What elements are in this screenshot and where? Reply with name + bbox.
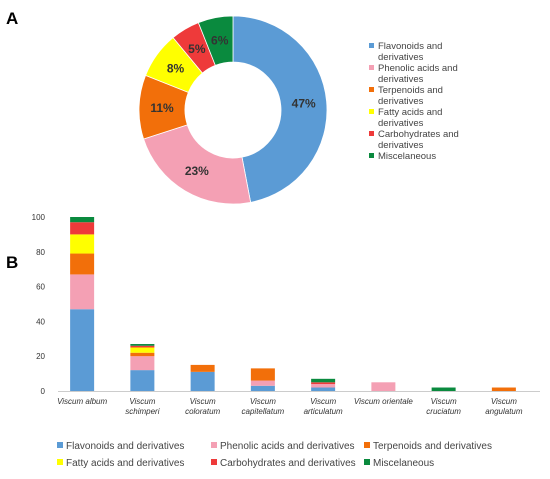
bar-segment xyxy=(311,384,336,388)
x-category-label: cruciatum xyxy=(426,407,461,416)
bar-legend-label: Miscelaneous xyxy=(373,458,434,469)
x-category-label: Viscum xyxy=(310,397,336,406)
bar-legend-label: Fatty acids and derivatives xyxy=(66,458,184,469)
bar-legend-swatch xyxy=(211,459,217,465)
bar-legend-label: Terpenoids and derivatives xyxy=(373,441,492,452)
bar-segment xyxy=(130,347,155,353)
bar-segment xyxy=(130,352,155,357)
bar-legend-swatch xyxy=(57,459,63,465)
donut-legend-label: derivatives xyxy=(378,118,424,129)
bar-legend: Flavonoids and derivatives Phenolic acids… xyxy=(57,441,492,469)
donut-legend-swatch xyxy=(369,65,374,70)
bar-legend-label: Carbohydrates and derivatives xyxy=(220,458,356,469)
y-tick-label: 40 xyxy=(36,317,45,326)
bar-legend-swatch xyxy=(211,442,217,448)
y-tick-label: 100 xyxy=(32,213,46,222)
donut-value-label: 6% xyxy=(211,33,229,47)
bar-segment xyxy=(190,371,215,391)
x-category-label: Viscum xyxy=(491,397,517,406)
donut-legend-swatch xyxy=(369,153,374,158)
panel-label-b: B xyxy=(6,253,18,272)
donut-legend-label: Phenolic acids and xyxy=(378,63,458,74)
donut-legend-label: Fatty acids and xyxy=(378,107,442,118)
panel-label-a: A xyxy=(6,9,18,28)
bar-segment xyxy=(130,356,155,371)
bar-segment xyxy=(70,309,95,391)
donut-legend-swatch xyxy=(369,109,374,114)
donut-legend-label: Flavonoids and xyxy=(378,41,442,52)
y-tick-label: 0 xyxy=(41,387,46,396)
x-category-label: Viscum album xyxy=(57,397,107,406)
donut-slice-1 xyxy=(232,15,328,203)
bar-legend-label: Flavonoids and derivatives xyxy=(66,441,184,452)
y-tick-label: 80 xyxy=(36,248,45,257)
x-category-label: Viscum xyxy=(250,397,276,406)
x-category-label: Viscum orientale xyxy=(354,397,414,406)
donut-value-label: 5% xyxy=(188,42,206,56)
bar-segment xyxy=(311,382,336,385)
donut-legend-label: Miscelaneous xyxy=(378,151,436,162)
donut-legend-label: derivatives xyxy=(378,96,424,107)
donut-slice-6 xyxy=(197,15,234,66)
x-category-label: schimperi xyxy=(125,407,159,416)
x-category-label: Viscum xyxy=(129,397,155,406)
x-category-label: articulatum xyxy=(304,407,343,416)
bar-segment xyxy=(70,234,95,254)
bar-segment xyxy=(130,345,155,348)
donut-legend-label: derivatives xyxy=(378,74,424,85)
x-category-label: capitellatum xyxy=(242,407,285,416)
donut-value-label: 23% xyxy=(185,164,209,178)
bar-legend-label: Phenolic acids and derivatives xyxy=(220,441,355,452)
bar-segment xyxy=(250,368,275,381)
donut-chart: 47% 23% 11% 8%5% 6% xyxy=(138,15,328,205)
donut-value-label: 47% xyxy=(292,96,316,110)
bar-legend-swatch xyxy=(57,442,63,448)
bar-legend-swatch xyxy=(364,459,370,465)
bar-segment xyxy=(371,382,396,391)
y-tick-label: 20 xyxy=(36,352,45,361)
bar-legend-swatch xyxy=(364,442,370,448)
donut-legend-swatch xyxy=(369,131,374,136)
donut-legend-label: Carbohydrates and xyxy=(378,129,459,140)
bar-segment xyxy=(431,387,456,391)
bar-segment xyxy=(130,344,155,346)
bar-segment xyxy=(250,380,275,386)
donut-legend-swatch xyxy=(369,43,374,48)
x-category-label: angulatum xyxy=(485,407,523,416)
x-category-label: Viscum xyxy=(431,397,457,406)
bar-segment xyxy=(491,387,516,391)
bar-segment xyxy=(250,385,275,391)
bar-segment xyxy=(70,253,95,275)
bar-segment xyxy=(70,217,95,223)
donut-legend-label: derivatives xyxy=(378,140,424,151)
donut-legend-label: Terpenoids and xyxy=(378,85,443,96)
x-category-label: Viscum xyxy=(190,397,216,406)
donut-legend-swatch xyxy=(369,87,374,92)
x-category-label: coloratum xyxy=(185,407,220,416)
bar-segment xyxy=(311,378,336,383)
donut-value-label: 8% xyxy=(167,61,185,75)
bar-segment xyxy=(311,387,336,391)
bar-segment xyxy=(70,222,95,235)
donut-legend-label: derivatives xyxy=(378,52,424,63)
bar-segment xyxy=(130,370,155,391)
y-tick-label: 60 xyxy=(36,283,45,292)
bar-segment xyxy=(70,274,95,310)
bar-segment xyxy=(190,364,215,372)
donut-value-label: 11% xyxy=(150,101,174,115)
